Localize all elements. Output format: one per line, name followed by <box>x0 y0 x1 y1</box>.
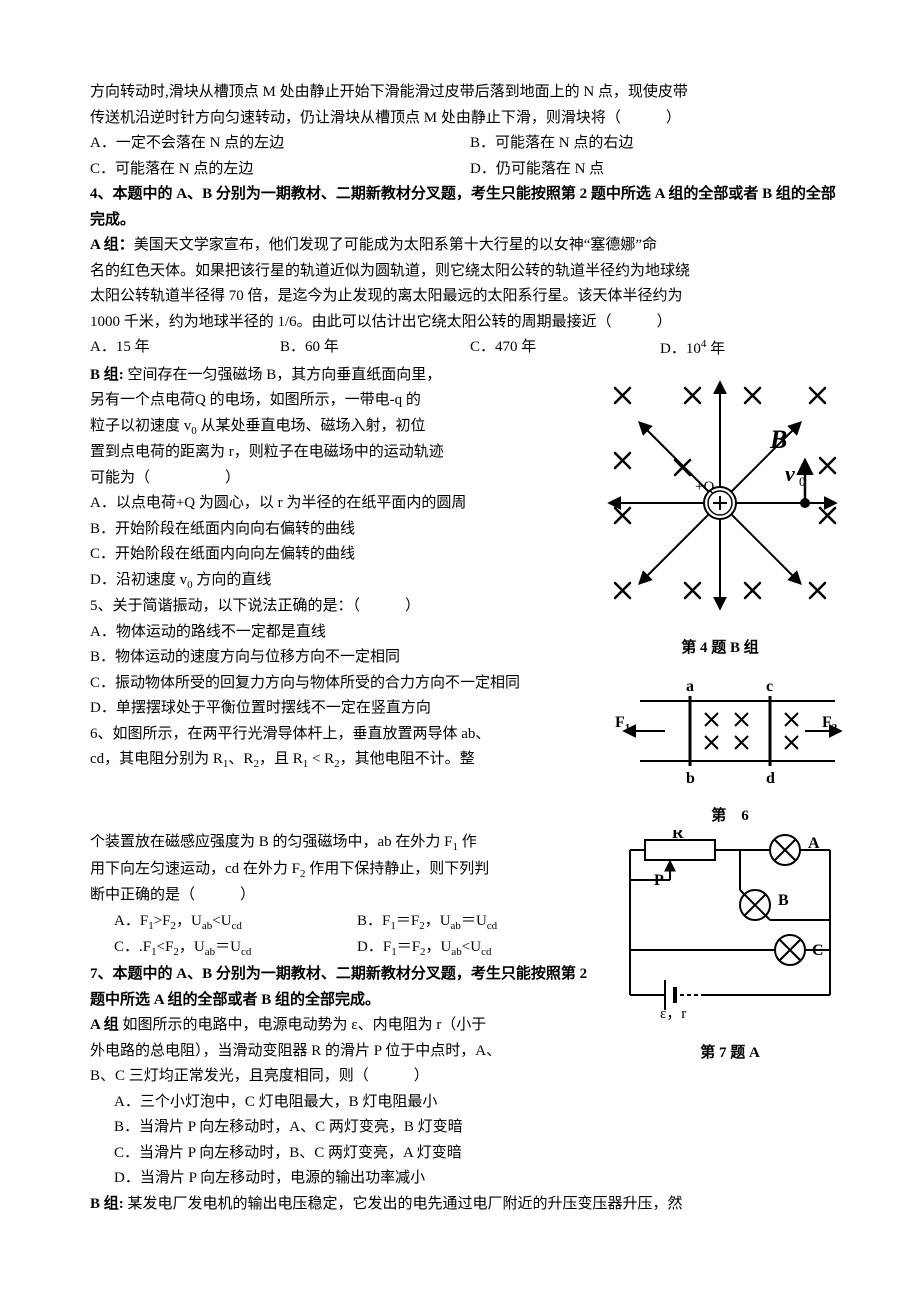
q4a-l3: 太阳公转轨道半径得 70 倍，是迄今为止发现的离太阳最远的太阳系行星。该天体半径… <box>90 284 850 310</box>
q6-l4: 用下向左匀速运动，cd 在外力 F2 作用下保持静止，则下列判 <box>90 857 600 884</box>
q7b-l1: B 组: 某发电厂发电机的输出电压稳定，它发出的电先通过电厂附近的升压变压器升压… <box>90 1192 850 1218</box>
q7-stem: 7、本题中的 A、B 分别为一期教材、二期新教材分叉题，考生只能按照第 2 题中… <box>90 962 600 1013</box>
q3-options: A．一定不会落在 N 点的左边 B．可能落在 N 点的右边 C．可能落在 N 点… <box>90 131 850 182</box>
svg-text:c: c <box>766 678 773 695</box>
svg-text:d: d <box>766 770 775 787</box>
q4b-fig-caption: 第 4 题 B 组 <box>590 636 850 662</box>
q6-l2: cd，其电阻分别为 R1、R2，且 R1 < R2，其他电阻不计。整 <box>90 747 600 774</box>
svg-text:b: b <box>686 770 695 787</box>
q4b-label: B 组: <box>90 367 124 383</box>
q4b-l2: 另有一个点电荷Q 的电场，如图所示，一带电-q 的 <box>90 388 580 414</box>
q5-opt-b: B．物体运动的速度方向与位移方向不一定相同 <box>90 645 580 671</box>
q7a-opt-c: C．当滑片 P 向左移动时，B、C 两灯变亮，A 灯变暗 <box>90 1141 850 1167</box>
q7a-opt-b: B．当滑片 P 向左移动时，A、C 两灯变亮，B 灯变暗 <box>90 1115 850 1141</box>
q4a-opt-d: D．104 年 <box>660 335 850 363</box>
svg-text:0: 0 <box>799 474 806 489</box>
q7a-label: A 组 <box>90 1017 119 1033</box>
svg-text:C: C <box>812 942 824 959</box>
q4a-l4: 1000 千米，约为地球半径的 1/6。由此可以估计出它绕太阳公转的周期最接近（… <box>90 310 850 336</box>
q3-opt-c: C．可能落在 N 点的左边 <box>90 157 470 183</box>
q6-l5: 断中正确的是（ ） <box>90 883 600 909</box>
q5-opt-c: C．振动物体所受的回复力方向与物体所受的合力方向不一定相同 <box>90 671 600 697</box>
q4b-opt-d: D．沿初速度 v0 方向的直线 <box>90 568 580 595</box>
svg-text:A: A <box>808 835 820 852</box>
q7a-opt-a: A．三个小灯泡中，C 灯电阻最大，B 灯电阻最小 <box>90 1090 850 1116</box>
svg-text:P: P <box>654 872 664 889</box>
q6-l3: 个装置放在磁感应强度为 B 的匀强磁场中，ab 在外力 F1 作 <box>90 830 600 857</box>
q7a-l3: B、C 三灯均正常发光，且亮度相同，则（ ） <box>90 1064 600 1090</box>
q4b-opt-b: B．开始阶段在纸面内向向右偏转的曲线 <box>90 517 580 543</box>
q6-opt-c: C．.F1<F2，Uab＝Ucd <box>114 935 357 962</box>
q6-opt-b: B．F1＝F2，Uab＝Ucd <box>357 909 600 936</box>
q6-options: A．F1>F2，Uab<Ucd B．F1＝F2，Uab＝Ucd C．.F1<F2… <box>90 909 600 962</box>
q4b-opt-a: A．以点电荷+Q 为圆心，以 r 为半径的在纸平面内的圆周 <box>90 491 580 517</box>
q4b-l3: 粒子以初速度 v0 从某处垂直电场、磁场入射，初位 <box>90 414 580 441</box>
q3-opt-d: D．仍可能落在 N 点 <box>470 157 850 183</box>
q5-opt-a: A．物体运动的路线不一定都是直线 <box>90 620 580 646</box>
q6-l1: 6、如图所示，在两平行光滑导体杆上，垂直放置两导体 ab、 <box>90 722 600 748</box>
q4a-opt-b: B．60 年 <box>280 335 470 363</box>
q6-opt-d: D．F1＝F2，Uab<Ucd <box>357 935 600 962</box>
svg-text:ε，r: ε，r <box>660 1006 686 1020</box>
q4b-figure: +Q B v 0 第 4 题 B 组 <box>590 363 850 662</box>
q4a-opt-a: A．15 年 <box>90 335 280 363</box>
svg-text:B: B <box>769 425 787 454</box>
svg-text:v: v <box>785 461 795 486</box>
q3-line1: 方向转动时,滑块从槽顶点 M 处由静止开始下滑能滑过皮带后落到地面上的 N 点，… <box>90 80 850 106</box>
svg-text:a: a <box>686 678 694 695</box>
q4b-opt-c: C．开始阶段在纸面内向向左偏转的曲线 <box>90 542 580 568</box>
q7-figure: R P A B C ε，r 第 7 题 A <box>610 830 850 1067</box>
q3-opt-a: A．一定不会落在 N 点的左边 <box>90 131 470 157</box>
q4-stem: 4、本题中的 A、B 分别为一期教材、二期新教材分叉题，考生只能按照第 2 题中… <box>90 182 850 233</box>
q4b-l1: B 组: 空间存在一匀强磁场 B，其方向垂直纸面向里， <box>90 363 580 389</box>
svg-text:+Q: +Q <box>695 479 714 495</box>
q7-fig-caption: 第 7 题 A <box>610 1041 850 1067</box>
q4b-l4: 置到点电荷的距离为 r，则粒子在电磁场中的运动轨迹 <box>90 440 580 466</box>
q4a-label: A 组： <box>90 237 134 253</box>
q7a-l1: A 组 如图所示的电路中，电源电动势为 ε、内电阻为 r（小于 <box>90 1013 600 1039</box>
q5-opt-d: D．单摆摆球处于平衡位置时摆线不一定在竖直方向 <box>90 696 600 722</box>
q4a-l2: 名的红色天体。如果把该行星的轨道近似为圆轨道，则它绕太阳公转的轨道半径约为地球绕 <box>90 259 850 285</box>
q6-opt-a: A．F1>F2，Uab<Ucd <box>114 909 357 936</box>
q4a-opt-c: C．470 年 <box>470 335 660 363</box>
q3-opt-b: B．可能落在 N 点的右边 <box>470 131 850 157</box>
q4b-l5: 可能为（ ） <box>90 466 580 492</box>
svg-text:R: R <box>672 830 684 842</box>
svg-text:B: B <box>778 892 789 909</box>
svg-text:F1: F1 <box>615 714 630 734</box>
q7b-label: B 组: <box>90 1196 124 1212</box>
q6-figure: a c b d F1 F2 第 6 <box>610 671 850 830</box>
q7a-opt-d: D．当滑片 P 向左移动时，电源的输出功率减小 <box>90 1166 850 1192</box>
q4a-l1: A 组：美国天文学家宣布，他们发现了可能成为太阳系第十大行星的以女神“塞德娜”命 <box>90 233 850 259</box>
q6-fig-caption: 第 6 <box>610 804 850 830</box>
q4a-options: A．15 年 B．60 年 C．470 年 D．104 年 <box>90 335 850 363</box>
q4a-rest1: 美国天文学家宣布，他们发现了可能成为太阳系第十大行星的以女神“塞德娜”命 <box>134 237 657 253</box>
q5-stem: 5、关于简谐振动，以下说法正确的是：（ ） <box>90 594 580 620</box>
q3-line2: 传送机沿逆时针方向匀速转动，仍让滑块从槽顶点 M 处由静止下滑，则滑块将（ ） <box>90 106 850 132</box>
q7a-l2: 外电路的总电阻），当滑动变阻器 R 的滑片 P 位于中点时，A、 <box>90 1039 600 1065</box>
